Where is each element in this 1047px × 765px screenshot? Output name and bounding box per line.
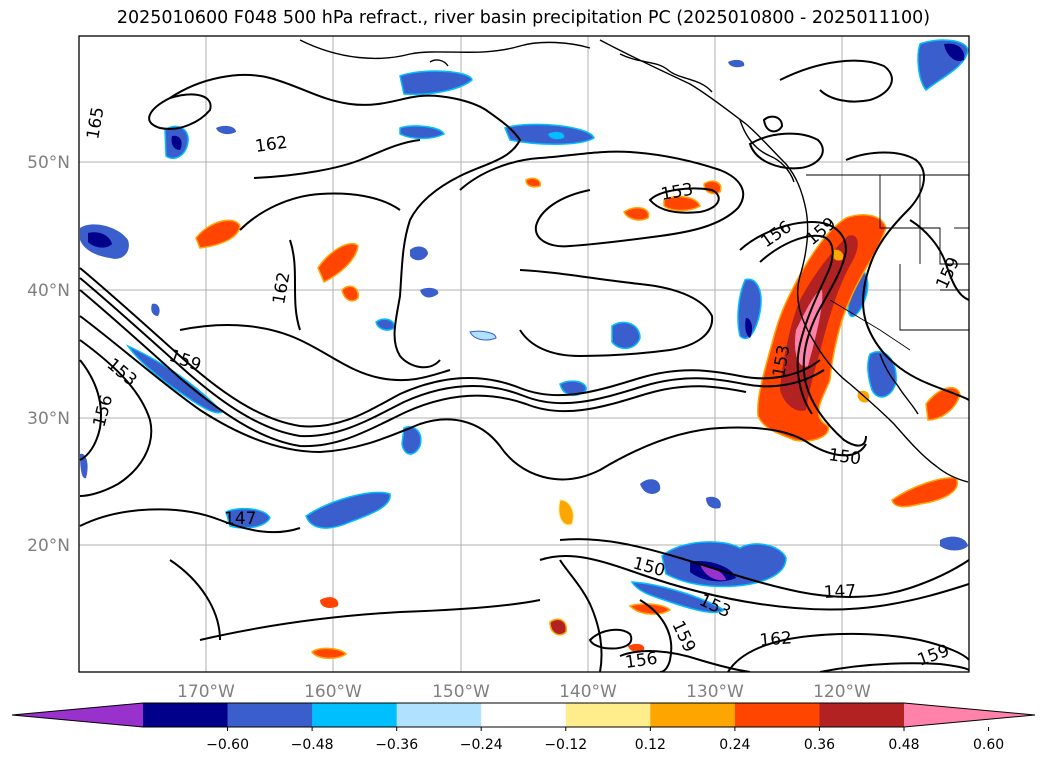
colorbar-extend-low [12,703,143,727]
lon-label-150w: 150°W [432,682,490,702]
contour-label: 147 [823,581,856,603]
colorbar-segment [734,703,820,727]
lon-label-160w: 160°W [304,682,362,702]
political-borders [806,174,969,351]
colorbar-tick-label: 0.48 [888,737,919,753]
colorbar-segment [396,703,482,727]
longitude-labels: 170°W 160°W 150°W 140°W 130°W 120°W [177,682,871,702]
contour-label: 147 [224,509,256,529]
colorbar-segment [650,703,736,727]
colorbar-segment [819,703,905,727]
lon-label-120w: 120°W [813,682,871,702]
lat-label-30n: 30°N [27,409,70,429]
colorbar-tick-label: 0.60 [973,737,1004,753]
lat-label-40n: 40°N [27,281,70,301]
colorbar-tick-label: 0.36 [804,737,835,753]
contour-label: 162 [759,628,793,651]
colorbar-tick-label: 0.24 [719,737,750,753]
colorbar-tick-label: −0.36 [375,737,418,753]
colorbar-segment [565,703,651,727]
lon-label-130w: 130°W [686,682,744,702]
lat-label-20n: 20°N [27,536,70,556]
colorbar-segment [481,703,567,727]
lon-label-140w: 140°W [559,682,617,702]
colorbar-tick-label: −0.48 [291,737,334,753]
colorbar-segment [227,703,313,727]
colorbar-extend-high [904,703,1035,727]
colorbar-tick-label: −0.60 [206,737,249,753]
colorbar-segment [143,703,229,727]
colorbar-tick-label: −0.12 [544,737,587,753]
colorbar-outline [11,702,1036,728]
lon-label-170w: 170°W [177,682,235,702]
contour-label: 162 [254,133,289,157]
contour-label: 150 [827,445,862,469]
colorbar-tick-label: −0.24 [460,737,503,753]
latitude-labels: 50°N 40°N 30°N 20°N [27,153,70,556]
colorbar: −0.60 −0.48 −0.36 −0.24 −0.12 0.12 0.24 0.36 0.4… [11,702,1036,753]
lat-label-50n: 50°N [27,153,70,173]
colorbar-segment [312,703,398,727]
positive-precip-shading [195,177,961,659]
coastlines [299,39,969,483]
contour-label: 156 [624,649,659,673]
map-title: 2025010600 F048 500 hPa refract., river … [116,8,931,28]
map-frame [78,35,970,673]
refractivity-contours [79,59,969,672]
colorbar-tick-label: 0.12 [635,737,666,753]
